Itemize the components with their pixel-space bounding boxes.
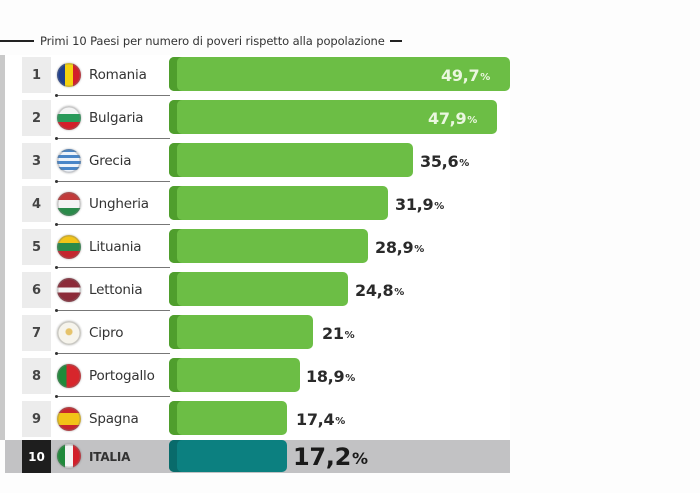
- bar-lettonia: [169, 272, 348, 306]
- value-label: 35,6%: [420, 151, 470, 171]
- country-label: Portogallo: [89, 368, 155, 384]
- value-label: 28,9%: [375, 237, 425, 257]
- bar-italia: [169, 440, 287, 472]
- title-rule-right: [389, 40, 402, 42]
- row-separator: [55, 94, 170, 97]
- country-label: Spagna: [89, 411, 139, 427]
- bar-portogallo: [169, 358, 300, 392]
- country-label: Romania: [89, 67, 147, 83]
- country-label: ITALIA: [89, 449, 131, 464]
- row-separator: [55, 180, 170, 183]
- cyprus-flag-icon: [57, 321, 81, 345]
- chart-row-lettonia: 6 Lettonia 24,8%: [0, 270, 700, 313]
- bulgaria-flag-icon: [57, 106, 81, 130]
- latvia-flag-icon: [57, 278, 81, 302]
- bar-ungheria: [169, 186, 388, 220]
- row-separator: [55, 352, 170, 355]
- chart-title: Primi 10 Paesi per numero di poveri risp…: [40, 34, 385, 48]
- rank-cell: 10: [22, 440, 51, 473]
- portugal-flag-icon: [57, 364, 81, 388]
- country-label: Cipro: [89, 325, 124, 341]
- country-label: Lituania: [89, 239, 142, 255]
- row-separator: [55, 309, 170, 312]
- chart-row-lituania: 5 Lituania 28,9%: [0, 227, 700, 270]
- greece-flag-icon: [57, 149, 81, 173]
- value-label: 49,7%: [441, 65, 491, 85]
- rank-cell: 8: [22, 358, 51, 394]
- country-label: Lettonia: [89, 282, 143, 298]
- value-label: 17,2%: [293, 442, 368, 471]
- rank-cell: 2: [22, 100, 51, 136]
- chart-title-row: Primi 10 Paesi per numero di poveri risp…: [0, 32, 512, 50]
- chart-row-ungheria: 4 Ungheria 31,9%: [0, 184, 700, 227]
- row-separator: [55, 223, 170, 226]
- italy-flag-icon: [57, 444, 81, 468]
- value-label: 24,8%: [355, 280, 405, 300]
- value-label: 21%: [322, 323, 355, 343]
- rank-cell: 4: [22, 186, 51, 222]
- value-label: 47,9%: [428, 108, 478, 128]
- chart-row-romania: 1 Romania 49,7%: [0, 55, 700, 98]
- row-separator: [55, 137, 170, 140]
- lithuania-flag-icon: [57, 235, 81, 259]
- bar-romania: [169, 57, 510, 91]
- country-label: Grecia: [89, 153, 132, 169]
- value-label: 18,9%: [306, 366, 356, 386]
- chart-row-grecia: 3 Grecia 35,6%: [0, 141, 700, 184]
- chart-row-cipro: 7 Cipro 21%: [0, 313, 700, 356]
- spain-flag-icon: [57, 407, 81, 431]
- value-label: 31,9%: [395, 194, 445, 214]
- rank-cell: 9: [22, 401, 51, 437]
- rank-cell: 7: [22, 315, 51, 351]
- rank-cell: 3: [22, 143, 51, 179]
- value-label: 17,4%: [296, 409, 346, 429]
- left-rail: [0, 55, 5, 440]
- hungary-flag-icon: [57, 192, 81, 216]
- bar-lituania: [169, 229, 368, 263]
- rank-cell: 1: [22, 57, 51, 93]
- title-rule-left: [0, 40, 34, 42]
- bar-spagna: [169, 401, 287, 435]
- chart-row-spagna: 9 Spagna 17,4%: [0, 399, 700, 442]
- chart-row-italia: 10 ITALIA 17,2%: [0, 440, 700, 473]
- row-separator: [55, 266, 170, 269]
- row-separator: [55, 395, 170, 398]
- country-label: Ungheria: [89, 196, 149, 212]
- chart-row-bulgaria: 2 Bulgaria 47,9%: [0, 98, 700, 141]
- chart-row-portogallo: 8 Portogallo 18,9%: [0, 356, 700, 399]
- bar-grecia: [169, 143, 413, 177]
- bar-bulgaria: [169, 100, 497, 134]
- rank-cell: 6: [22, 272, 51, 308]
- rank-cell: 5: [22, 229, 51, 265]
- country-label: Bulgaria: [89, 110, 144, 126]
- bar-cipro: [169, 315, 313, 349]
- romania-flag-icon: [57, 63, 81, 87]
